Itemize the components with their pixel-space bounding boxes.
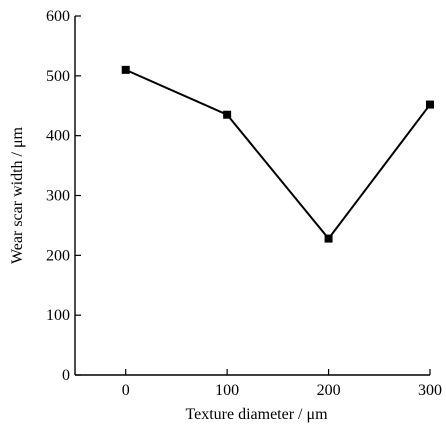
y-tick-label: 400	[46, 128, 70, 145]
y-axis-title: Wear scar width / μm	[9, 126, 26, 264]
x-axis-title: Texture diameter / μm	[185, 406, 328, 423]
x-ticks: 0 100 200 300	[122, 369, 442, 399]
series-group	[121, 65, 434, 243]
x-tick-label: 0	[122, 382, 130, 399]
x-tick-label: 300	[418, 382, 442, 399]
data-point-marker	[121, 65, 130, 74]
data-point-marker	[324, 234, 333, 243]
x-tick-label: 200	[317, 382, 341, 399]
series-line	[125, 68, 431, 241]
y-tick-label: 300	[46, 188, 70, 205]
y-ticks: 0 100 200 300 400 500 600	[46, 8, 81, 384]
y-tick-label: 0	[62, 367, 70, 384]
y-tick-label: 200	[46, 247, 70, 264]
y-tick-label: 100	[46, 307, 70, 324]
x-tick-label: 100	[215, 382, 239, 399]
y-tick-label: 500	[46, 68, 70, 85]
data-point-marker	[223, 110, 232, 119]
data-point-marker	[426, 100, 434, 109]
y-tick-label: 600	[46, 8, 70, 25]
